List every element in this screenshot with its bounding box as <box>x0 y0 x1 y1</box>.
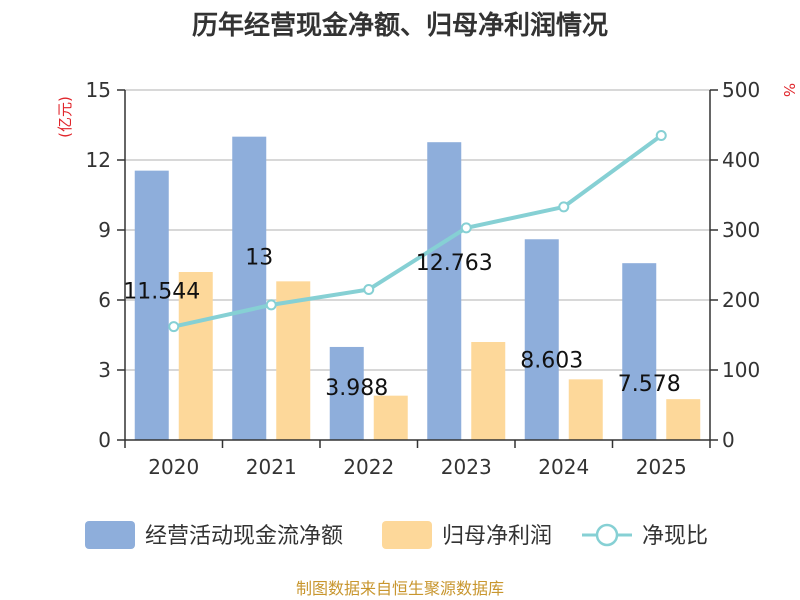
legend-swatch <box>85 521 135 549</box>
right-axis-tick-label: 400 <box>722 148 760 172</box>
line-point <box>460 222 472 234</box>
x-axis-tick-label: 2022 <box>343 455 394 479</box>
legend-swatch <box>382 521 432 549</box>
left-axis-tick-label: 9 <box>98 218 111 242</box>
line-point <box>168 321 180 333</box>
x-axis-tick-label: 2025 <box>636 455 687 479</box>
bar-netprofit <box>178 272 213 440</box>
x-axis-tick-label: 2024 <box>538 455 589 479</box>
legend-label: 归母净利润 <box>442 524 552 549</box>
line-point <box>265 299 277 311</box>
data-label: 8.603 <box>520 348 583 373</box>
x-axis-tick-label: 2021 <box>246 455 297 479</box>
data-label: 12.763 <box>416 251 493 276</box>
bar-cashflow <box>427 142 462 441</box>
right-axis-unit: % <box>780 83 798 97</box>
legend-swatch-marker <box>595 523 619 547</box>
bar-cashflow <box>524 239 559 440</box>
line-point <box>558 201 570 213</box>
data-label: 7.578 <box>618 372 681 397</box>
bar-netprofit <box>568 379 603 440</box>
legend-label: 净现比 <box>642 524 708 549</box>
bar-netprofit <box>276 281 311 440</box>
line-point <box>363 284 375 295</box>
right-axis-tick-label: 500 <box>722 78 760 102</box>
left-axis-unit: (亿元) <box>56 96 74 138</box>
right-axis-tick-label: 100 <box>722 358 760 382</box>
x-axis-tick-label: 2020 <box>148 455 199 479</box>
bar-netprofit <box>471 342 506 440</box>
line-path <box>173 133 663 329</box>
left-axis-tick-label: 3 <box>98 358 111 382</box>
bar-netprofit <box>373 395 408 440</box>
axes: 0 3 6 9 12 15 0 100 200 300 400 500 2020 2021 2022 2023… <box>86 78 761 479</box>
line-point <box>655 130 667 141</box>
x-axis-tick-label: 2023 <box>441 455 492 479</box>
left-axis-tick-label: 0 <box>98 428 111 452</box>
bar-netprofit <box>666 399 701 440</box>
left-axis-tick-label: 6 <box>98 288 111 312</box>
bar-cashflow <box>232 136 267 440</box>
bar-cashflow <box>134 170 169 440</box>
gridlines <box>125 89 710 371</box>
right-axis-tick-label: 0 <box>722 428 735 452</box>
data-labels: 11.544 13 3.988 12.763 8.603 7.578 <box>123 246 680 401</box>
data-label: 13 <box>245 246 273 271</box>
left-axis-tick-label: 15 <box>86 78 111 102</box>
data-label: 3.988 <box>325 376 388 401</box>
legend: 经营活动现金流净额 归母净利润 净现比 <box>85 521 708 549</box>
bar-cashflow <box>329 346 364 440</box>
chart-title: 历年经营现金净额、归母净利润情况 <box>192 10 608 41</box>
data-label: 11.544 <box>123 280 200 305</box>
legend-label: 经营活动现金流净额 <box>145 524 343 549</box>
bars <box>134 136 701 441</box>
data-source: 制图数据来自恒生聚源数据库 <box>296 579 504 598</box>
right-axis-tick-label: 300 <box>722 218 760 242</box>
left-axis-tick-label: 12 <box>86 148 111 172</box>
right-axis-tick-label: 200 <box>722 288 760 312</box>
bar-cashflow <box>622 263 657 440</box>
line-series <box>168 130 667 333</box>
